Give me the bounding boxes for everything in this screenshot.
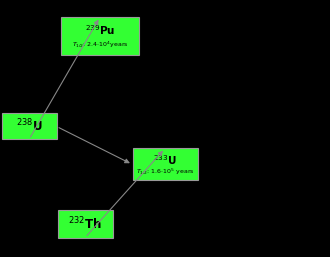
FancyBboxPatch shape — [2, 113, 56, 140]
FancyBboxPatch shape — [58, 210, 113, 237]
Text: $^{238}$U: $^{238}$U — [16, 118, 42, 135]
Text: $T_{1/2}$: 2.4·10$^{4}$years: $T_{1/2}$: 2.4·10$^{4}$years — [72, 40, 128, 49]
FancyBboxPatch shape — [133, 149, 197, 180]
Text: $^{239}$Pu: $^{239}$Pu — [85, 23, 115, 37]
Text: $^{232}$Th: $^{232}$Th — [68, 215, 102, 232]
FancyBboxPatch shape — [61, 17, 139, 55]
Text: $T_{1/2}$: 1.6·10$^{5}$ years: $T_{1/2}$: 1.6·10$^{5}$ years — [136, 167, 194, 176]
Text: $^{233}$U: $^{233}$U — [153, 153, 177, 167]
